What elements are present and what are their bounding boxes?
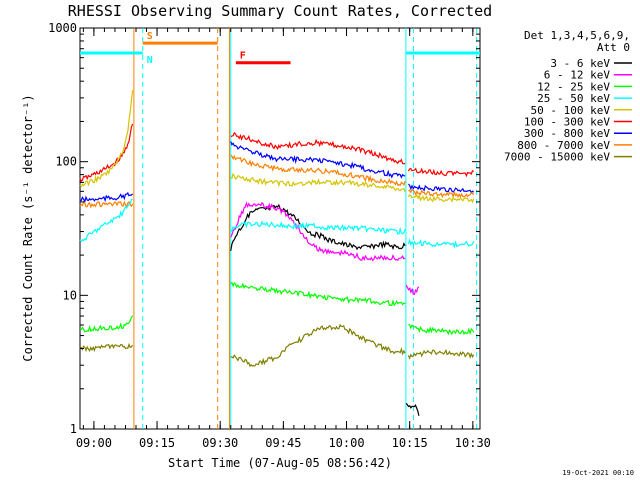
- series-line-post-segment: [405, 402, 420, 416]
- series-line-pre-segment: [79, 90, 134, 188]
- series-line-post-segment: [408, 324, 475, 336]
- y-tick-label: 1: [70, 422, 77, 436]
- observation-bar-label: F: [240, 51, 246, 62]
- legend-label-7000-15000-kev: 7000 - 15000 keV: [504, 151, 610, 164]
- observation-bar-label: N: [147, 55, 153, 66]
- y-axis: 1 10 100 1000: [48, 21, 480, 436]
- legend-header-line1: Det 1,3,4,5,6,9,: [524, 29, 630, 42]
- series-line-post-segment: [408, 188, 475, 199]
- legend-label-6-12-kev: 6 - 12 keV: [544, 69, 611, 82]
- plot-area: [79, 27, 481, 430]
- legend-label-300-800-kev: 300 - 800 keV: [524, 127, 610, 140]
- series-line-100-300-kev: [230, 131, 406, 165]
- footer-timestamp: 19-Oct-2021 00:10: [562, 469, 634, 477]
- legend-header-line2: Att 0: [597, 41, 630, 54]
- x-tick-label: 10:30: [455, 436, 491, 450]
- legend-label-3-6-kev: 3 - 6 keV: [550, 57, 610, 70]
- series-line-post-segment: [407, 238, 475, 249]
- series-line-pre-segment: [79, 191, 134, 204]
- series-line-pre-segment: [79, 198, 133, 242]
- x-tick-label: 09:30: [202, 436, 238, 450]
- series-line-800-7000-kev: [230, 154, 406, 187]
- series-line-6-12-kev: [230, 201, 406, 262]
- legend-label-100-300-kev: 100 - 300 keV: [524, 116, 610, 129]
- y-tick-label: 100: [55, 155, 77, 169]
- legend-label-800-7000-kev: 800 - 7000 keV: [517, 139, 610, 152]
- series-line-pre-segment: [79, 315, 134, 333]
- series-line-3-6-kev: [230, 203, 406, 252]
- series-line-post-segment: [407, 193, 475, 204]
- legend-label-25-50-kev: 25 - 50 keV: [537, 92, 610, 105]
- x-axis: 09:00 09:15 09:30 09:45 10:00 10:15 10:30: [76, 28, 491, 450]
- series-line-post-segment: [407, 183, 475, 194]
- series-line-post-segment: [407, 348, 475, 360]
- x-axis-label: Start Time (07-Aug-05 08:56:42): [168, 456, 392, 470]
- series-line-post-segment: [405, 284, 420, 296]
- series-line-7000-15000-kev: [230, 323, 406, 368]
- series-line-12-25-kev: [230, 281, 406, 307]
- x-tick-label: 09:15: [139, 436, 175, 450]
- x-tick-label: 09:00: [76, 436, 112, 450]
- legend-label-50-100-kev: 50 - 100 keV: [531, 104, 611, 117]
- series-line-300-800-kev: [230, 141, 406, 179]
- series-line-post-segment: [407, 167, 474, 178]
- series-line-50-100-kev: [230, 172, 406, 193]
- y-tick-label: 10: [63, 288, 77, 302]
- observation-bar-label: S: [147, 31, 153, 42]
- series-line-pre-segment: [79, 342, 134, 353]
- series-group: [79, 90, 475, 416]
- y-tick-label: 1000: [48, 21, 77, 35]
- x-tick-label: 09:45: [265, 436, 301, 450]
- series-line-pre-segment: [79, 200, 134, 209]
- chart-title: RHESSI Observing Summary Count Rates, Co…: [68, 2, 492, 20]
- series-line-25-50-kev: [230, 220, 406, 235]
- x-tick-label: 10:00: [328, 436, 364, 450]
- series-line-pre-segment: [79, 123, 134, 183]
- y-axis-label: Corrected Count Rate (s⁻¹ detector⁻¹): [21, 94, 35, 361]
- annotation-lines: [133, 28, 478, 429]
- legend-label-12-25-kev: 12 - 25 keV: [537, 80, 610, 93]
- x-tick-label: 10:15: [392, 436, 428, 450]
- observation-bars: N S F: [80, 31, 480, 66]
